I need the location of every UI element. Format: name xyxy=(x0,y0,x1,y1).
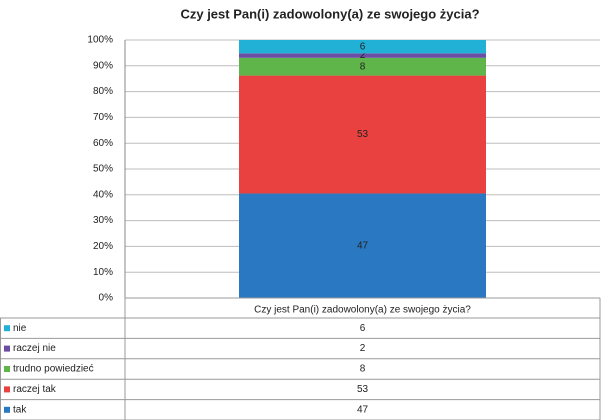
legend-label: tak xyxy=(13,404,27,415)
y-tick-label: 50% xyxy=(93,164,113,175)
table-value: 6 xyxy=(360,323,366,334)
y-tick-label: 20% xyxy=(93,241,113,252)
legend-label: nie xyxy=(13,323,27,334)
legend-swatch xyxy=(4,406,10,413)
y-tick-label: 0% xyxy=(99,293,114,304)
y-tick-label: 90% xyxy=(93,60,113,71)
data-label: 6 xyxy=(360,41,366,52)
bar-segment xyxy=(239,57,486,76)
legend-swatch xyxy=(4,345,10,352)
y-tick-label: 70% xyxy=(93,112,113,123)
table-value: 47 xyxy=(357,404,369,415)
legend-swatch xyxy=(4,386,10,393)
bar-segment xyxy=(239,75,486,194)
legend-swatch xyxy=(4,366,10,372)
data-label: 2 xyxy=(360,50,366,61)
bar-segment xyxy=(239,53,486,58)
data-label: 53 xyxy=(357,129,369,140)
table-value: 53 xyxy=(357,384,369,395)
y-tick-label: 10% xyxy=(93,267,113,278)
bar-segment xyxy=(239,40,486,54)
y-tick-label: 100% xyxy=(87,35,113,46)
chart-title: Czy jest Pan(i) zadowolony(a) ze swojego… xyxy=(180,6,479,21)
legend-label: raczej tak xyxy=(13,384,57,395)
legend-label: trudno powiedzieć xyxy=(13,364,94,375)
y-tick-label: 60% xyxy=(93,138,113,149)
y-tick-label: 40% xyxy=(93,189,113,200)
table-value: 2 xyxy=(360,343,366,354)
data-label: 47 xyxy=(357,240,369,251)
x-tick-label: Czy jest Pan(i) zadowolony(a) ze swojego… xyxy=(254,305,471,316)
legend-label: raczej nie xyxy=(13,343,56,354)
table-value: 8 xyxy=(360,364,366,375)
data-label: 8 xyxy=(360,61,366,72)
bar-segment xyxy=(239,193,486,298)
y-tick-label: 80% xyxy=(93,86,113,97)
y-tick-label: 30% xyxy=(93,215,113,226)
legend-swatch xyxy=(4,325,10,332)
